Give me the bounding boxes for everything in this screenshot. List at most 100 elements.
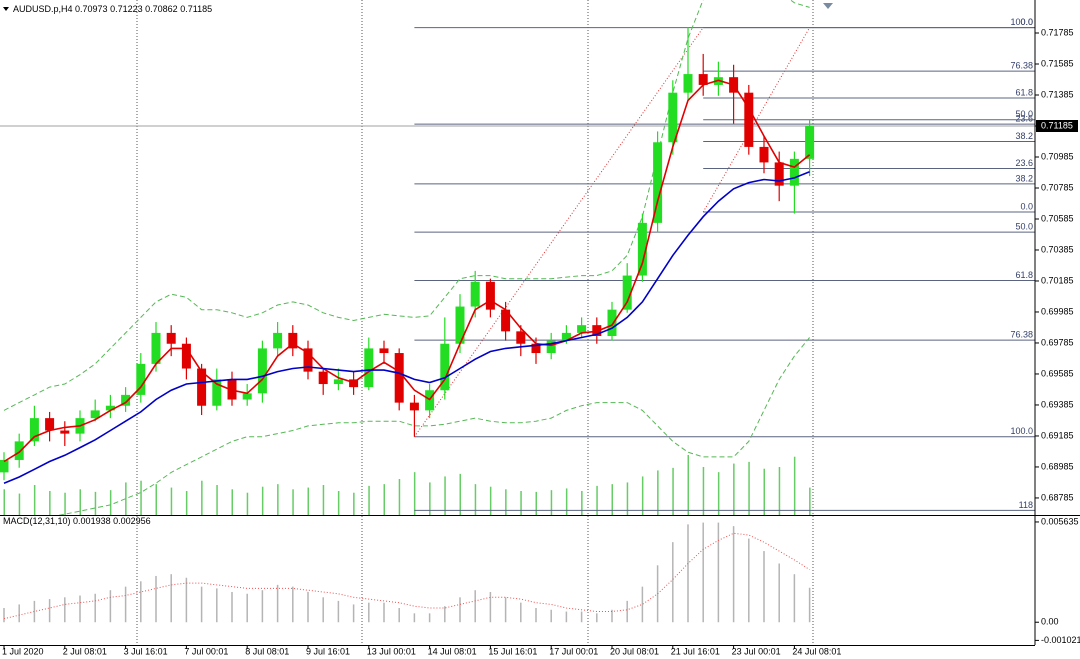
moving-average — [3, 79, 811, 463]
header: AUDUSD.p,H4 0.70973 0.71223 0.70862 0.71… — [13, 4, 212, 14]
fib-level-label: 118 — [1019, 500, 1033, 510]
macd-bar — [626, 600, 628, 623]
volume-bar — [368, 485, 370, 515]
x-tick-label: 23 Jul 00:01 — [732, 646, 781, 656]
candle-body — [181, 343, 191, 369]
macd-bar — [504, 597, 507, 623]
volume-bar — [216, 485, 218, 515]
volume-bar — [353, 492, 355, 515]
fib-level-label: 76.38 — [1010, 329, 1033, 339]
x-tick-label: 17 Jul 00:01 — [549, 646, 598, 656]
macd-bar — [611, 609, 613, 623]
macd-bar — [535, 607, 537, 623]
fib-level-label: 23.6 — [1015, 158, 1033, 168]
volume-bar — [94, 491, 97, 515]
macd-bar — [307, 591, 309, 623]
fib-level-label: 23.6 — [1015, 114, 1033, 124]
candle-body — [637, 222, 647, 276]
x-tick-label: 15 Jul 16:01 — [488, 646, 537, 656]
symbol: AUDUSD.p,H4 — [13, 4, 73, 14]
volume-bar — [520, 491, 522, 515]
candle-body — [29, 418, 39, 442]
volume-bar — [33, 485, 36, 515]
candle-body — [60, 430, 70, 434]
y-tick-label: 0.70785 — [1041, 182, 1074, 192]
y-tick-label: 0.71385 — [1041, 89, 1074, 99]
fib-level-label: 0.0 — [1020, 17, 1033, 27]
volume-bar — [201, 480, 203, 515]
volume-bar — [307, 487, 309, 515]
macd-bar — [33, 600, 36, 623]
y-tick-label: 0.69585 — [1041, 368, 1074, 378]
volume-bar — [778, 467, 781, 515]
volume-bar — [231, 489, 233, 515]
candle-body — [166, 332, 176, 344]
volume-bar — [657, 470, 659, 515]
macd-bar — [368, 602, 370, 623]
volume-bar — [383, 484, 385, 515]
y-tick-label: 0.69385 — [1041, 399, 1074, 409]
candle-body — [14, 441, 24, 460]
macd-bar — [550, 609, 552, 623]
macd-bar — [276, 584, 279, 623]
fib-level-label: 50.0 — [1015, 222, 1033, 232]
candle-body — [273, 332, 283, 349]
volume-bar — [49, 491, 51, 515]
candle-body — [516, 331, 526, 344]
candle-body — [151, 332, 161, 364]
macd-bar — [702, 522, 704, 623]
candle-body — [257, 348, 267, 394]
macd-bar — [48, 599, 51, 623]
volume-bar — [337, 491, 340, 515]
fib-level-label: 38.2 — [1015, 173, 1033, 183]
x-tick-label: 13 Jul 00:01 — [367, 646, 416, 656]
candle-body — [121, 394, 131, 406]
volume-bar — [79, 489, 81, 515]
volume-bar — [626, 482, 629, 515]
signal-value: 0.002956 — [113, 516, 151, 526]
macd-bar — [489, 591, 492, 623]
candle-body — [288, 332, 298, 349]
macd-bar — [641, 586, 644, 623]
x-tick-label: 7 Jul 00:01 — [184, 646, 228, 656]
macd-bar — [231, 591, 233, 623]
fib-level-label: 61.8 — [1015, 270, 1033, 280]
volume-bar — [3, 489, 5, 515]
macd-bar — [109, 590, 112, 623]
volume-bar — [733, 463, 735, 515]
volume-bar — [763, 468, 765, 515]
candle-body — [759, 146, 769, 163]
macd-bar — [200, 586, 203, 623]
volume-bar — [261, 486, 264, 515]
fib-trendline — [702, 27, 811, 213]
macd-bar — [763, 551, 765, 623]
macd-bar — [352, 604, 355, 623]
candle-body — [485, 281, 495, 310]
bollinger-lower — [58, 337, 810, 515]
macd-signal — [3, 532, 810, 620]
macd-bar — [444, 606, 446, 623]
candle-body — [622, 275, 632, 310]
macd-bar — [428, 613, 431, 623]
candle-body — [105, 405, 115, 411]
macd-bar — [216, 588, 218, 623]
volume-bar — [398, 479, 401, 515]
x-tick-label: 8 Jul 08:01 — [245, 646, 289, 656]
macd-value: 0.001938 — [73, 516, 111, 526]
candle-body — [379, 348, 389, 354]
x-tick-label: 3 Jul 16:01 — [124, 646, 168, 656]
macd-header: MACD(12,31,10) 0.001938 0.002956 — [3, 516, 151, 526]
macd-bar — [64, 597, 66, 623]
y-tick-label: 0.69985 — [1041, 306, 1074, 316]
candle-body — [212, 379, 222, 406]
macd-bar — [398, 607, 400, 623]
moving-average — [3, 170, 810, 484]
y-tick-label: 0.69785 — [1041, 337, 1074, 347]
fib-level-label: 0.0 — [1020, 201, 1033, 211]
volume-bar — [550, 490, 553, 515]
macd-y-tick-label: 0.00 — [1041, 617, 1059, 627]
volume-bar — [809, 487, 811, 515]
y-tick-label: 0.70585 — [1041, 213, 1074, 223]
volume-bar — [322, 485, 325, 515]
